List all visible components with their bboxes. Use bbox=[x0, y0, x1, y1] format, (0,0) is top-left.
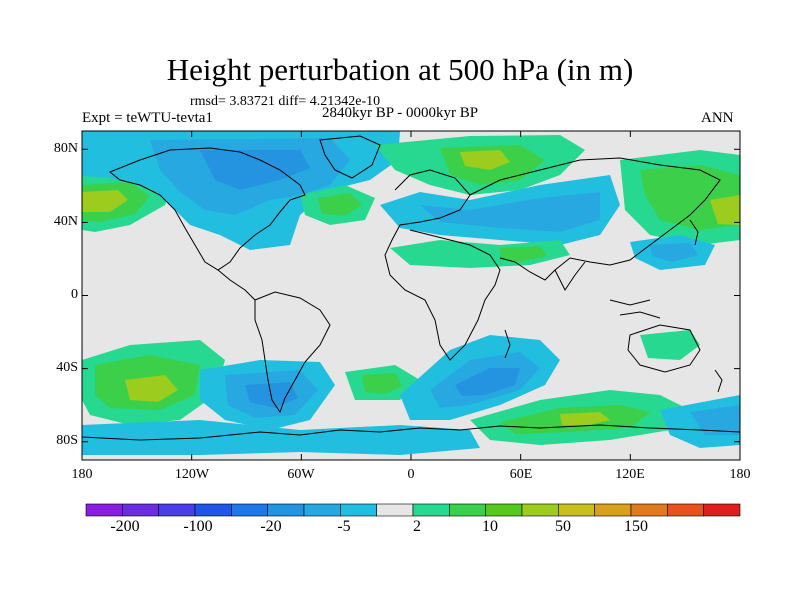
colorbar-swatch bbox=[376, 503, 414, 517]
colorbar-swatch bbox=[630, 503, 668, 517]
anomaly-region bbox=[200, 150, 310, 190]
time-range-subtitle: 2840kyr BP - 0000kyr BP bbox=[322, 105, 479, 121]
colorbar-label: 50 bbox=[555, 518, 571, 535]
lon-label: 180 bbox=[71, 467, 93, 482]
anomaly-region bbox=[125, 375, 178, 402]
coastline-europe-africa bbox=[384, 169, 501, 361]
colorbar-label: -200 bbox=[110, 518, 140, 535]
coastline-north-america bbox=[109, 147, 306, 271]
anomaly-region bbox=[640, 330, 700, 360]
anomaly-region bbox=[710, 195, 740, 225]
coastline-madagascar bbox=[504, 329, 511, 359]
colorbar-swatch bbox=[521, 503, 559, 517]
coastline-indonesia bbox=[609, 299, 661, 319]
lon-label: 60W bbox=[287, 467, 315, 482]
colorbar-swatch bbox=[194, 503, 232, 517]
anomaly-region bbox=[420, 192, 600, 232]
axis-ticks bbox=[81, 131, 741, 460]
colorbar-label: -20 bbox=[260, 518, 282, 535]
anomaly-region bbox=[318, 193, 362, 216]
colorbar-label: 10 bbox=[482, 518, 498, 535]
lon-label: 0 bbox=[407, 467, 415, 482]
lon-label: 180 bbox=[729, 467, 751, 482]
colorbar-swatch bbox=[412, 503, 450, 517]
anomaly-region bbox=[650, 243, 698, 262]
coastline-south-america bbox=[254, 291, 331, 414]
anomaly-region bbox=[455, 368, 520, 396]
colorbar-swatch bbox=[340, 503, 377, 517]
colorbar-swatch bbox=[158, 503, 196, 517]
colorbar-swatch bbox=[485, 503, 523, 517]
coastlines bbox=[82, 135, 740, 441]
colorbar-swatch bbox=[449, 503, 486, 517]
coastline-antarctica bbox=[82, 424, 740, 441]
lat-label: 40N bbox=[53, 214, 78, 229]
anomaly-region bbox=[82, 190, 128, 212]
colorbar-swatch bbox=[558, 503, 595, 517]
colorbar-swatch bbox=[122, 503, 159, 517]
coastline-india bbox=[554, 261, 586, 291]
season-label: ANN bbox=[701, 110, 734, 126]
coastline-greenland bbox=[319, 135, 381, 179]
lon-label: 60E bbox=[509, 467, 533, 482]
colorbar-swatch bbox=[85, 503, 123, 517]
lat-label: 40S bbox=[56, 360, 78, 375]
colorbar-swatch bbox=[303, 503, 341, 517]
colorbar-swatch bbox=[231, 503, 268, 517]
colorbar-swatch bbox=[667, 503, 704, 517]
lat-label: 80N bbox=[53, 141, 78, 156]
colorbar-label: -100 bbox=[183, 518, 213, 535]
experiment-label: Expt = teWTU-tevta1 bbox=[82, 110, 213, 126]
anomaly-region bbox=[560, 412, 610, 426]
anomaly-region bbox=[82, 420, 480, 455]
lat-label: 0 bbox=[71, 287, 78, 302]
lat-label: 80S bbox=[56, 433, 78, 448]
anomaly-region bbox=[460, 150, 510, 170]
anomaly-region bbox=[690, 405, 740, 435]
lon-label: 120W bbox=[174, 467, 210, 482]
colorbar-label: -5 bbox=[337, 518, 351, 535]
colorbar bbox=[85, 503, 741, 517]
colorbar-swatch bbox=[267, 503, 305, 517]
colorbar-label: 150 bbox=[624, 518, 648, 535]
colorbar-swatch bbox=[594, 503, 632, 517]
anomaly-region bbox=[500, 246, 548, 262]
coastline-new-zealand bbox=[714, 369, 723, 393]
coastline-central-america bbox=[217, 269, 256, 301]
lon-label: 120E bbox=[615, 467, 645, 482]
height-anomaly-field bbox=[82, 131, 740, 460]
plot-title: Height perturbation at 500 hPa (in m) bbox=[166, 52, 634, 87]
rmsd-diff-stats: rmsd= 3.83721 diff= 4.21342e-10 bbox=[190, 94, 381, 109]
anomaly-region bbox=[362, 373, 402, 394]
colorbar-label: 2 bbox=[413, 518, 421, 535]
coastline-asia bbox=[469, 157, 721, 281]
coastline-japan bbox=[689, 219, 699, 246]
colorbar-swatch bbox=[703, 503, 741, 517]
coastline-australia bbox=[627, 324, 701, 373]
